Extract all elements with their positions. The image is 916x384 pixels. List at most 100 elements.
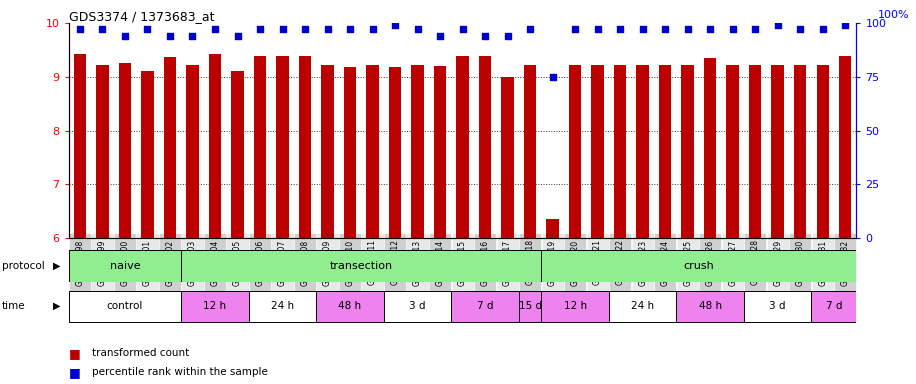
Bar bbox=[181, 291, 249, 322]
Bar bbox=[479, 56, 491, 238]
Text: 24 h: 24 h bbox=[631, 301, 654, 311]
Bar bbox=[456, 56, 469, 238]
Bar bbox=[547, 219, 559, 238]
Bar bbox=[676, 291, 744, 322]
Bar bbox=[344, 67, 356, 238]
Bar bbox=[541, 250, 856, 281]
Text: percentile rank within the sample: percentile rank within the sample bbox=[92, 367, 267, 377]
Text: ▶: ▶ bbox=[53, 261, 60, 271]
Bar bbox=[69, 250, 181, 281]
Bar bbox=[299, 56, 311, 238]
Point bbox=[478, 33, 493, 39]
Point bbox=[95, 26, 110, 33]
Bar bbox=[384, 291, 452, 322]
Bar bbox=[389, 67, 401, 238]
Point bbox=[455, 26, 470, 33]
Bar bbox=[682, 65, 693, 238]
Bar bbox=[322, 65, 333, 238]
Bar bbox=[277, 56, 289, 238]
Bar bbox=[518, 291, 541, 322]
Bar bbox=[771, 65, 784, 238]
Text: GDS3374 / 1373683_at: GDS3374 / 1373683_at bbox=[69, 10, 214, 23]
Text: 7 d: 7 d bbox=[825, 301, 842, 311]
Bar bbox=[434, 66, 446, 238]
Point bbox=[163, 33, 178, 39]
Text: 100%: 100% bbox=[878, 10, 910, 20]
Text: 48 h: 48 h bbox=[699, 301, 722, 311]
Point bbox=[275, 26, 289, 33]
Bar bbox=[749, 65, 761, 238]
Point bbox=[545, 74, 560, 80]
Bar bbox=[96, 65, 109, 238]
Text: 3 d: 3 d bbox=[769, 301, 786, 311]
Bar bbox=[452, 291, 518, 322]
Bar bbox=[254, 56, 267, 238]
Bar bbox=[614, 65, 627, 238]
Bar bbox=[592, 65, 604, 238]
Bar bbox=[744, 291, 812, 322]
Point bbox=[815, 26, 830, 33]
Bar bbox=[69, 291, 181, 322]
Text: 15 d: 15 d bbox=[518, 301, 541, 311]
Bar bbox=[816, 65, 829, 238]
Point bbox=[725, 26, 740, 33]
Point bbox=[321, 26, 335, 33]
Text: protocol: protocol bbox=[2, 261, 45, 271]
Point bbox=[387, 22, 402, 28]
Bar bbox=[541, 291, 609, 322]
Point bbox=[117, 33, 132, 39]
Bar bbox=[232, 71, 244, 238]
Point bbox=[636, 26, 650, 33]
Text: 24 h: 24 h bbox=[271, 301, 294, 311]
Bar bbox=[569, 65, 582, 238]
Bar bbox=[839, 56, 851, 238]
Text: crush: crush bbox=[683, 261, 714, 271]
Bar bbox=[119, 63, 131, 238]
Point bbox=[703, 26, 717, 33]
Point bbox=[140, 26, 155, 33]
Point bbox=[793, 26, 808, 33]
Point bbox=[208, 26, 223, 33]
Text: 12 h: 12 h bbox=[203, 301, 226, 311]
Text: ▶: ▶ bbox=[53, 301, 60, 311]
Bar bbox=[501, 77, 514, 238]
Text: 12 h: 12 h bbox=[563, 301, 586, 311]
Text: naive: naive bbox=[110, 261, 140, 271]
Point bbox=[568, 26, 583, 33]
Bar bbox=[524, 65, 536, 238]
Bar bbox=[637, 65, 649, 238]
Text: 7 d: 7 d bbox=[477, 301, 494, 311]
Point bbox=[410, 26, 425, 33]
Text: ■: ■ bbox=[69, 366, 81, 379]
Text: transformed count: transformed count bbox=[92, 348, 189, 358]
Point bbox=[72, 26, 87, 33]
Text: 48 h: 48 h bbox=[339, 301, 362, 311]
Bar bbox=[794, 65, 806, 238]
Point bbox=[770, 22, 785, 28]
Point bbox=[613, 26, 627, 33]
Bar bbox=[704, 58, 716, 238]
Point bbox=[523, 26, 538, 33]
Bar bbox=[812, 291, 856, 322]
Bar bbox=[186, 65, 199, 238]
Bar bbox=[609, 291, 676, 322]
Bar bbox=[316, 291, 384, 322]
Point bbox=[500, 33, 515, 39]
Text: 3 d: 3 d bbox=[409, 301, 426, 311]
Text: control: control bbox=[107, 301, 143, 311]
Bar bbox=[726, 65, 739, 238]
Text: time: time bbox=[2, 301, 26, 311]
Point bbox=[838, 22, 853, 28]
Bar bbox=[164, 57, 176, 238]
Point bbox=[590, 26, 605, 33]
Bar bbox=[249, 291, 316, 322]
Bar bbox=[181, 250, 541, 281]
Point bbox=[253, 26, 267, 33]
Point bbox=[365, 26, 380, 33]
Point bbox=[432, 33, 447, 39]
Point bbox=[658, 26, 672, 33]
Bar bbox=[366, 65, 378, 238]
Point bbox=[343, 26, 357, 33]
Bar bbox=[209, 54, 221, 238]
Bar bbox=[411, 65, 424, 238]
